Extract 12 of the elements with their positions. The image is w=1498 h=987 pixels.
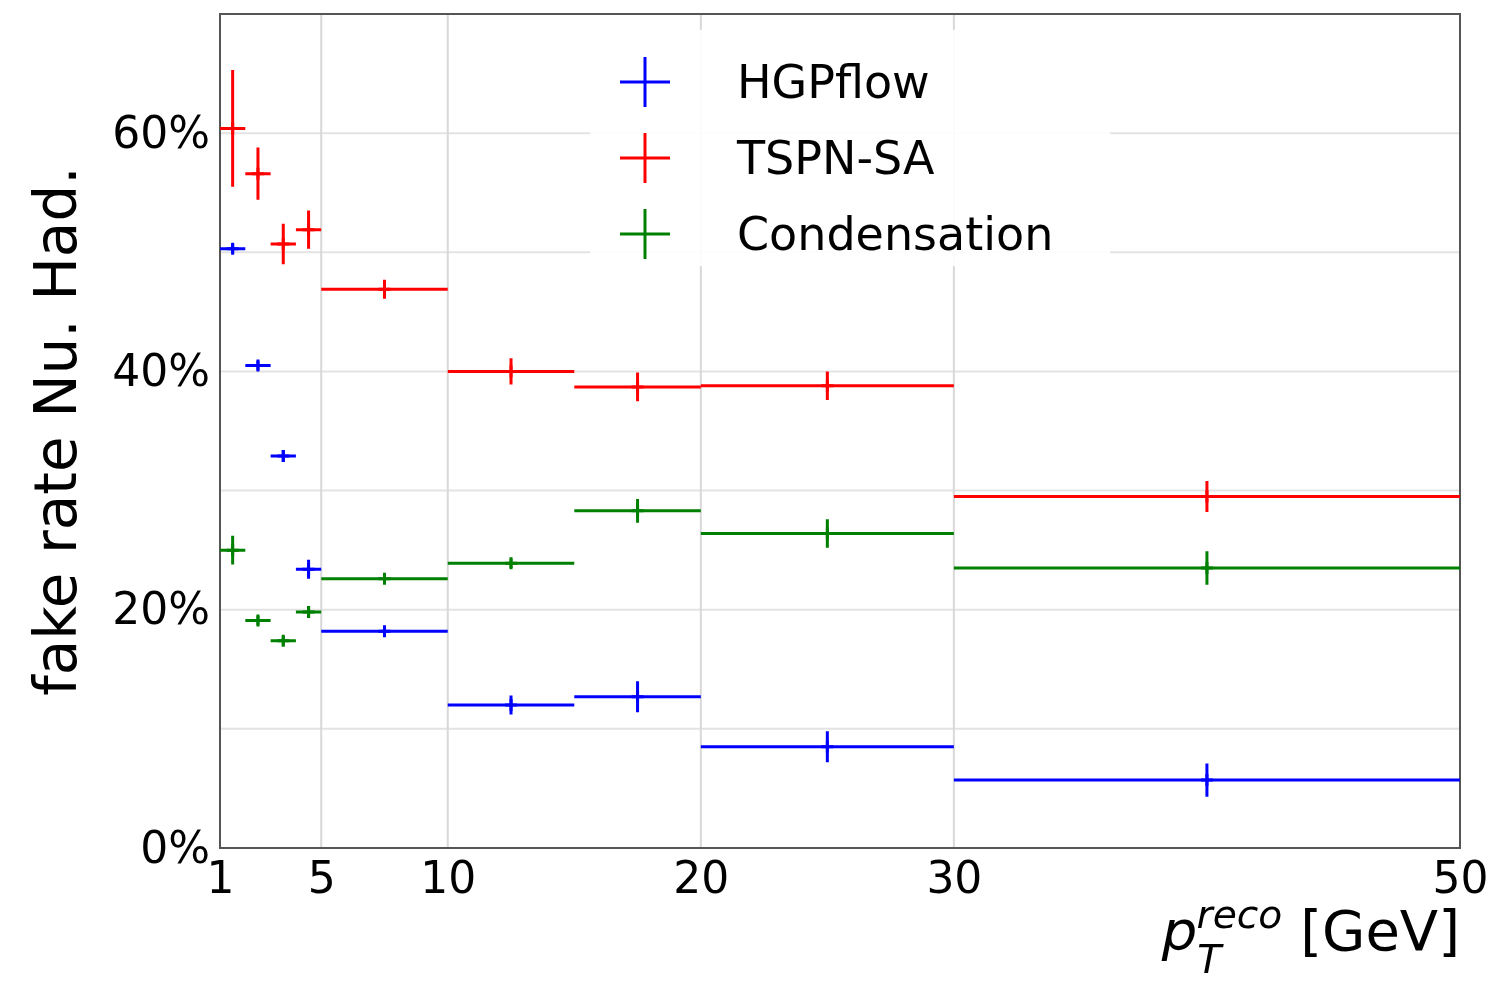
x-tick-label: 20: [673, 852, 730, 904]
x-tick-label: 30: [926, 852, 983, 904]
legend-label: Condensation: [737, 207, 1054, 262]
y-tick-label: 0%: [140, 821, 210, 873]
y-tick-label: 60%: [112, 106, 210, 158]
y-axis-title: fake rate Nu. Had.: [22, 166, 90, 696]
y-tick-label: 40%: [112, 345, 210, 397]
y-tick-label: 20%: [112, 583, 210, 635]
x-tick-label: 10: [420, 852, 477, 904]
legend-label: TSPN-SA: [736, 131, 936, 186]
legend-label: HGPflow: [737, 55, 930, 110]
x-tick-label: 5: [307, 852, 336, 904]
